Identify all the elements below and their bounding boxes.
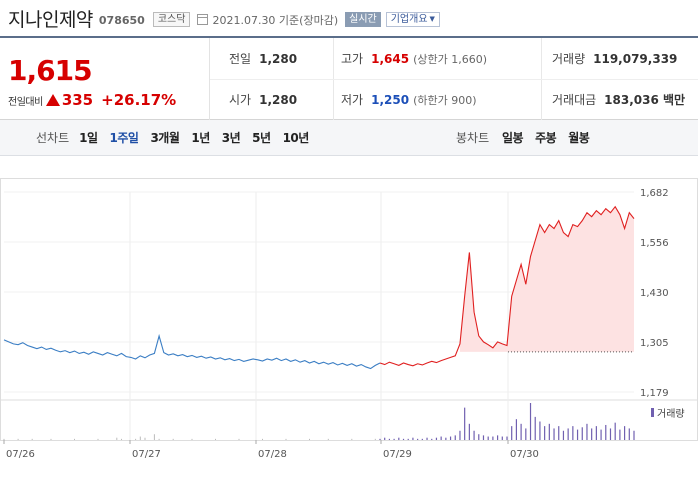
- volume-label: 거래량: [552, 52, 586, 66]
- current-price: 1,615: [8, 54, 93, 87]
- x-tick-label: 07/28: [258, 449, 287, 458]
- change-value: 335: [61, 91, 94, 109]
- market-badge: 코스닥: [152, 12, 191, 27]
- tab-10y[interactable]: 10년: [282, 131, 310, 145]
- open-value: 1,280: [259, 92, 298, 107]
- y-tick-label: 1,179: [640, 388, 669, 399]
- tab-1y[interactable]: 1년: [191, 131, 210, 145]
- tab-weekly[interactable]: 주봉: [535, 131, 557, 145]
- x-tick-label: 07/29: [383, 449, 412, 458]
- tab-3y[interactable]: 3년: [221, 131, 241, 145]
- stock-code: 078650: [98, 13, 145, 27]
- company-overview-button[interactable]: 기업개요 ▼: [385, 12, 440, 27]
- prev-close-value: 1,280: [259, 51, 298, 66]
- candle-tabs: 일봉 주봉 월봉: [502, 129, 601, 146]
- line-chart-label: 선차트: [36, 131, 70, 145]
- volume-legend: 거래량: [651, 405, 685, 420]
- chart-tab-bar: 선차트 1일 1주일 3개월 1년 3년 5년 10년 봉차트 일봉 주봉 월봉: [0, 120, 698, 156]
- x-tick-label: 07/26: [6, 449, 35, 458]
- y-tick-label: 1,430: [640, 288, 669, 299]
- chevron-down-icon: ▼: [429, 15, 435, 23]
- high-label: 고가: [341, 52, 364, 66]
- tab-daily[interactable]: 일봉: [502, 131, 524, 145]
- amount-label: 거래대금: [552, 93, 597, 107]
- up-triangle-icon: [45, 94, 60, 106]
- change-percent: +26.17%: [101, 91, 177, 109]
- y-tick-label: 1,305: [640, 338, 669, 349]
- volume-cell: 거래량 119,079,339: [552, 38, 677, 79]
- divider: [210, 79, 698, 80]
- x-tick-label: 07/27: [132, 449, 161, 458]
- change-label: 전일대비: [8, 96, 43, 108]
- amount-cell: 거래대금 183,036 백만: [552, 79, 685, 120]
- open-label: 시가: [229, 93, 252, 107]
- volume-value: 119,079,339: [593, 51, 678, 66]
- title-bar: 지나인제약 078650 코스닥 2021.07.30 기준(장마감) 실시간 …: [0, 0, 698, 36]
- volume-legend-label: 거래량: [657, 409, 685, 420]
- y-tick-label: 1,682: [640, 188, 669, 199]
- lower-limit: (하한가 900): [413, 93, 477, 107]
- tab-monthly[interactable]: 월봉: [568, 131, 590, 145]
- quote-panel: 1,615 전일대비 335 +26.17% 전일 1,280 고가 1,645…: [0, 36, 698, 120]
- low-cell: 저가 1,250 (하한가 900): [341, 79, 477, 120]
- price-fill-area: [459, 206, 634, 352]
- amount-value: 183,036 백만: [604, 93, 686, 107]
- price-chart: 1,682 1,556 1,430 1,305 1,179 07/26 07/27 07/28…: [0, 178, 698, 458]
- tab-3m[interactable]: 3개월: [150, 131, 180, 145]
- price-line-before: [3, 333, 381, 370]
- prev-close-cell: 전일 1,280: [229, 38, 297, 79]
- y-tick-label: 1,556: [640, 238, 669, 249]
- x-tick-label: 07/30: [510, 449, 539, 458]
- calendar-icon: [197, 14, 209, 25]
- candle-chart-label: 봉차트: [456, 131, 490, 145]
- price-line-after: [379, 205, 635, 367]
- change-line: 전일대비 335 +26.17%: [8, 91, 176, 109]
- high-value: 1,645: [371, 51, 410, 66]
- low-value: 1,250: [371, 92, 410, 107]
- realtime-button[interactable]: 실시간: [345, 12, 381, 27]
- tab-1w[interactable]: 1주일: [109, 131, 139, 145]
- company-overview-label: 기업개요: [390, 14, 428, 25]
- stock-name: 지나인제약: [8, 8, 93, 31]
- volume-swatch: [651, 408, 654, 417]
- open-cell: 시가 1,280: [229, 79, 297, 120]
- low-label: 저가: [341, 93, 364, 107]
- prev-close-label: 전일: [229, 52, 252, 66]
- tab-1d[interactable]: 1일: [79, 131, 98, 145]
- high-cell: 고가 1,645 (상한가 1,660): [341, 38, 487, 79]
- upper-limit: (상한가 1,660): [413, 52, 487, 66]
- date-text: 2021.07.30 기준(장마감): [212, 13, 339, 27]
- price-summary: 1,615 전일대비 335 +26.17%: [0, 38, 210, 120]
- tab-5y[interactable]: 5년: [252, 131, 271, 145]
